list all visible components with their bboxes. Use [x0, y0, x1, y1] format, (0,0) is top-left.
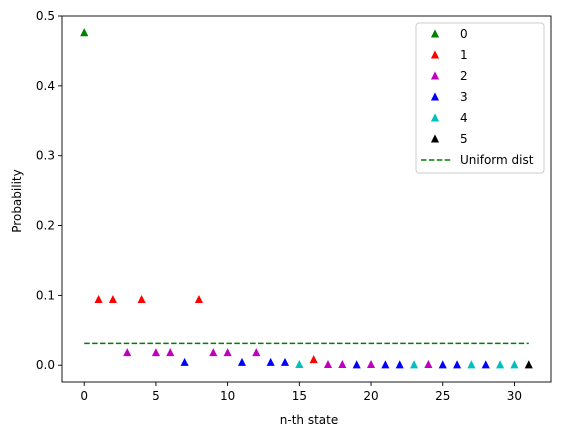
data-point-series-3 — [180, 357, 189, 366]
data-point-series-4 — [410, 360, 419, 369]
data-point-series-2 — [123, 348, 132, 357]
y-tick-label: 0.2 — [36, 219, 55, 233]
data-point-series-1 — [309, 355, 318, 364]
legend-marker-3 — [430, 92, 440, 101]
data-point-series-4 — [467, 360, 476, 369]
legend-marker-4 — [430, 113, 440, 122]
data-point-series-2 — [252, 348, 261, 357]
data-point-series-2 — [323, 359, 333, 368]
data-point-series-1 — [94, 294, 103, 304]
legend-marker-5 — [430, 134, 440, 143]
data-point-series-3 — [352, 360, 361, 369]
data-point-series-3 — [381, 360, 390, 369]
data-point-series-3 — [237, 357, 247, 366]
data-point-series-4 — [295, 359, 304, 368]
y-tick-label: 0.3 — [36, 149, 55, 163]
y-tick-label: 0.0 — [36, 358, 55, 372]
data-point-series-3 — [481, 360, 490, 369]
x-tick-label: 10 — [220, 389, 235, 403]
legend-label-2: 2 — [460, 69, 468, 83]
data-point-series-3 — [438, 360, 447, 369]
legend-marker-0 — [430, 29, 440, 38]
legend-label-5: 5 — [460, 132, 468, 146]
data-point-series-2 — [151, 348, 160, 357]
data-point-series-1 — [108, 294, 117, 304]
legend-label-0: 0 — [460, 27, 468, 41]
data-point-series-0 — [80, 28, 89, 37]
legend: 0 1 2 3 4 5 Uniform dist — [415, 22, 545, 174]
x-tick-label: 0 — [80, 389, 88, 403]
legend-label-1: 1 — [460, 48, 468, 62]
legend-label-4: 4 — [460, 111, 468, 125]
legend-label-uniform: Uniform dist — [460, 153, 534, 167]
legend-label-3: 3 — [460, 90, 468, 104]
data-point-series-2 — [366, 359, 376, 368]
x-tick-label: 5 — [152, 389, 160, 403]
data-point-series-1 — [194, 294, 203, 304]
data-point-series-3 — [266, 357, 275, 366]
x-tick-label: 30 — [507, 389, 522, 403]
data-point-series-2 — [166, 348, 175, 357]
y-tick-label: 0.5 — [36, 9, 55, 23]
data-point-series-2 — [424, 359, 433, 368]
legend-marker-2 — [430, 71, 440, 80]
x-tick-label: 20 — [363, 389, 378, 403]
data-point-series-3 — [395, 360, 404, 369]
data-point-series-1 — [137, 294, 146, 304]
data-point-series-2 — [338, 359, 347, 368]
legend-box — [415, 22, 545, 174]
legend-marker-1 — [430, 50, 440, 59]
x-tick-label: 15 — [292, 389, 307, 403]
data-point-series-2 — [209, 348, 218, 357]
data-point-series-3 — [453, 360, 462, 369]
data-point-series-2 — [223, 348, 232, 357]
plot-area — [80, 28, 533, 369]
data-point-series-4 — [510, 360, 519, 369]
y-tick-label: 0.4 — [36, 79, 55, 93]
data-point-series-5 — [524, 360, 533, 369]
plot-frame — [61, 15, 552, 383]
y-tick-label: 0.1 — [36, 288, 55, 302]
data-point-series-3 — [280, 357, 290, 366]
data-point-series-4 — [496, 360, 505, 369]
x-tick-label: 25 — [435, 389, 450, 403]
y-axis-label: Probability — [10, 169, 24, 232]
x-axis-label: n-th state — [280, 413, 338, 427]
axes: 0 5 10 15 20 25 300.00.10.20.30.40.5 — [36, 9, 552, 403]
